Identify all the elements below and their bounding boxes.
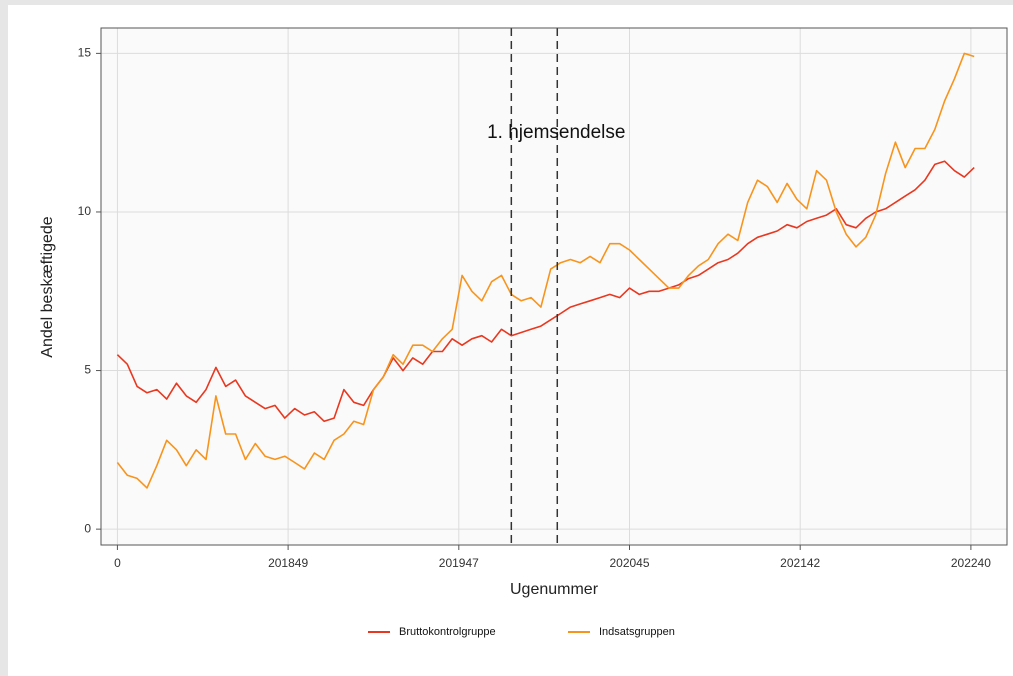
annotation: 1. hjemsendelse bbox=[487, 122, 625, 143]
series-line bbox=[116, 52, 975, 489]
x-tick-label: 202142 bbox=[780, 556, 820, 570]
legend: Bruttokontrolgruppe Indsatsgruppen bbox=[368, 626, 675, 638]
x-tick-label: 202045 bbox=[609, 556, 649, 570]
y-tick-label: 0 bbox=[84, 521, 91, 535]
y-tick-label: 5 bbox=[84, 363, 91, 377]
series-line bbox=[116, 160, 975, 423]
plot-frame bbox=[100, 27, 1008, 546]
legend-label: Indsatsgruppen bbox=[599, 626, 675, 638]
x-tick-label: 202240 bbox=[951, 556, 991, 570]
grid bbox=[101, 28, 1007, 545]
plot-background bbox=[101, 28, 1007, 545]
y-tick-label: 10 bbox=[78, 204, 92, 218]
legend-label: Bruttokontrolgruppe bbox=[399, 626, 496, 638]
x-tick-label: 201947 bbox=[439, 556, 479, 570]
y-axis-title: Andel beskæftigede bbox=[39, 216, 56, 358]
x-tick-label: 201849 bbox=[268, 556, 308, 570]
marks bbox=[116, 28, 975, 545]
x-tick-label: 0 bbox=[114, 556, 121, 570]
y-tick-label: 15 bbox=[78, 46, 92, 60]
x-axis-title: Ugenummer bbox=[510, 581, 599, 598]
